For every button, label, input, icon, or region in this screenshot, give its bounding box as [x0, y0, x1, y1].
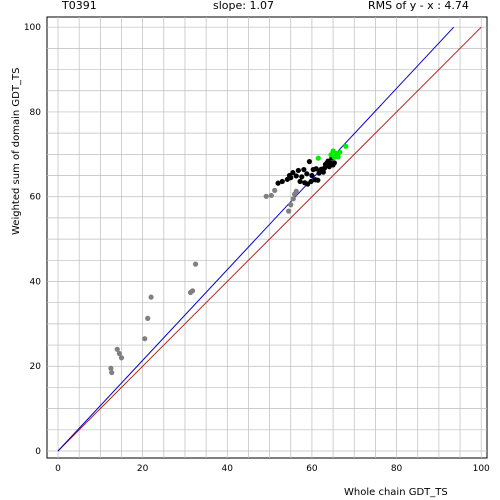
data-point — [288, 175, 294, 181]
x-tick-label: 0 — [55, 464, 61, 474]
data-point — [293, 173, 299, 179]
x-tick-label: 20 — [137, 464, 149, 474]
data-point — [331, 154, 337, 160]
x-tick-label: 80 — [391, 464, 403, 474]
x-axis-label: Whole chain GDT_TS — [344, 487, 448, 498]
data-point — [142, 336, 148, 342]
y-tick-label: 20 — [30, 362, 42, 372]
data-point — [290, 169, 296, 176]
y-tick-label: 0 — [35, 447, 41, 457]
data-point — [295, 167, 301, 174]
data-point — [293, 188, 299, 194]
data-point — [308, 178, 314, 185]
data-point — [297, 178, 303, 185]
data-point — [301, 166, 307, 173]
target-label: T0391 — [61, 0, 97, 12]
data-point — [189, 288, 196, 294]
y-tick-label: 80 — [30, 108, 42, 118]
data-point — [337, 149, 343, 155]
data-point — [118, 355, 125, 361]
data-point — [275, 180, 281, 186]
data-points — [108, 143, 349, 376]
data-point — [309, 172, 315, 179]
data-point — [268, 192, 274, 199]
y-tick-label: 100 — [24, 23, 41, 33]
y-tick-label: 40 — [30, 277, 42, 287]
data-point — [263, 193, 269, 199]
grid-lines — [47, 17, 487, 458]
data-point — [145, 315, 151, 321]
data-point — [331, 160, 337, 166]
data-point — [315, 155, 321, 161]
data-point — [272, 187, 278, 193]
data-point — [335, 154, 341, 160]
x-tick-label: 40 — [222, 464, 234, 474]
data-point — [313, 166, 319, 172]
data-point — [299, 174, 305, 180]
rms-label: RMS of y - x : 4.74 — [368, 0, 469, 12]
data-point — [288, 202, 294, 208]
data-point — [109, 369, 115, 376]
data-point — [286, 208, 292, 214]
y-axis-label: Weighted sum of domain GDT_TS — [11, 68, 22, 235]
data-point — [279, 178, 285, 185]
slope-label: slope: 1.07 — [213, 0, 274, 12]
fit-line — [57, 26, 455, 452]
data-point — [148, 294, 154, 300]
data-point — [343, 143, 349, 149]
tick-labels: 0 20 40 60 80 100 0 20 40 60 80 100 — [24, 23, 490, 474]
y-tick-label: 60 — [30, 193, 42, 203]
data-point — [306, 158, 312, 165]
data-point — [304, 171, 310, 177]
data-point — [320, 169, 326, 175]
x-tick-label: 60 — [306, 464, 318, 474]
x-tick-label: 100 — [473, 464, 490, 474]
data-point — [116, 350, 122, 357]
data-point — [192, 261, 199, 267]
data-point — [108, 365, 114, 371]
data-point — [315, 177, 321, 183]
reference-lines — [57, 26, 482, 452]
data-point — [290, 196, 296, 202]
identity-line — [57, 26, 482, 452]
data-point — [114, 346, 120, 352]
